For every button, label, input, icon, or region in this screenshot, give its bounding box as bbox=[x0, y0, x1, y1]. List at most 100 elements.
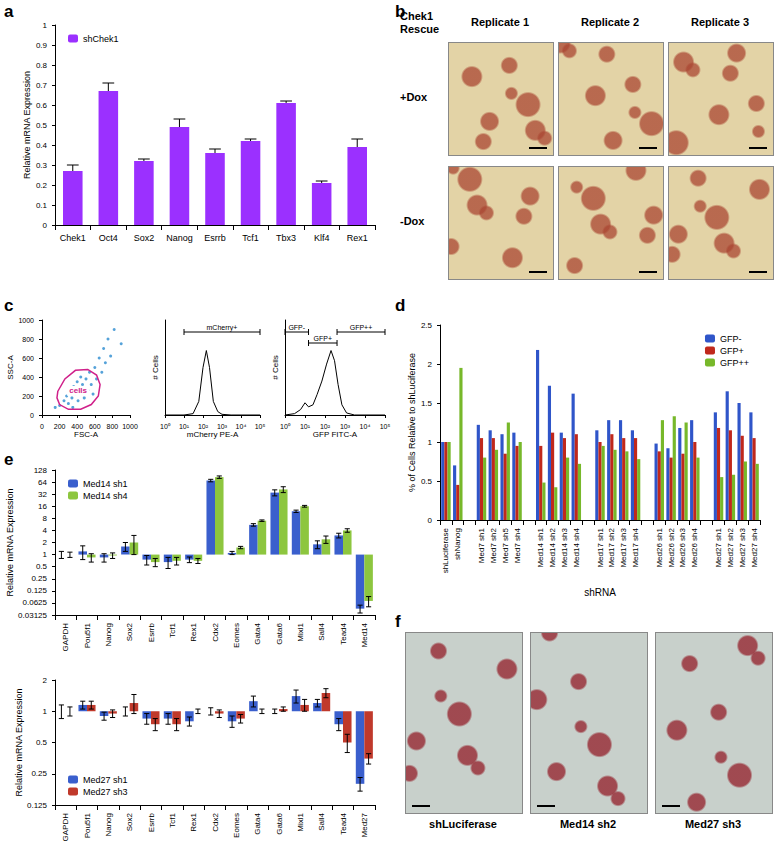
svg-text:1: 1 bbox=[43, 550, 48, 559]
svg-text:Med14 sh4: Med14 sh4 bbox=[83, 491, 128, 501]
svg-text:Mixl1: Mixl1 bbox=[296, 812, 305, 831]
svg-text:Nanog: Nanog bbox=[104, 813, 113, 837]
svg-text:GAPDH: GAPDH bbox=[61, 623, 70, 652]
svg-text:Med27 sh1: Med27 sh1 bbox=[714, 527, 723, 567]
svg-text:mCherry+: mCherry+ bbox=[207, 324, 238, 332]
svg-text:FSC-A: FSC-A bbox=[74, 430, 99, 439]
svg-text:0.7: 0.7 bbox=[36, 81, 48, 90]
svg-text:600: 600 bbox=[22, 355, 34, 362]
svg-text:Eomes: Eomes bbox=[232, 813, 241, 838]
svg-text:0.125: 0.125 bbox=[27, 801, 48, 810]
svg-text:0.9: 0.9 bbox=[36, 41, 48, 50]
svg-text:200: 200 bbox=[22, 393, 34, 400]
svg-text:Eomes: Eomes bbox=[232, 623, 241, 648]
svg-text:% of Cells Relative to shLucif: % of Cells Relative to shLuciferase bbox=[407, 353, 417, 492]
svg-text:0.2: 0.2 bbox=[36, 181, 48, 190]
svg-text:Relative mRNA Expression: Relative mRNA Expression bbox=[22, 71, 32, 179]
svg-text:Relative mRNA Expression: Relative mRNA Expression bbox=[5, 488, 15, 596]
svg-text:# Cells: # Cells bbox=[151, 355, 160, 379]
svg-text:Sox2: Sox2 bbox=[125, 812, 134, 831]
svg-text:Sall4: Sall4 bbox=[317, 622, 326, 640]
svg-text:Gata6: Gata6 bbox=[275, 622, 284, 644]
svg-text:10²: 10² bbox=[198, 423, 209, 430]
svg-text:Chek1: Chek1 bbox=[60, 233, 86, 243]
svg-text:GFP++: GFP++ bbox=[350, 324, 373, 331]
svg-text:Med7 sh5: Med7 sh5 bbox=[501, 527, 510, 563]
svg-text:Med14 sh4: Med14 sh4 bbox=[572, 527, 581, 567]
svg-text:Med26 sh2: Med26 sh2 bbox=[667, 527, 676, 567]
svg-text:Med17 sh2: Med17 sh2 bbox=[607, 527, 616, 567]
svg-text:Med14 sh1: Med14 sh1 bbox=[83, 479, 128, 489]
svg-text:0: 0 bbox=[428, 516, 433, 525]
svg-text:128: 128 bbox=[34, 466, 48, 475]
svg-text:shChek1: shChek1 bbox=[83, 34, 119, 44]
svg-text:800: 800 bbox=[107, 423, 119, 430]
svg-text:1000: 1000 bbox=[18, 317, 34, 324]
svg-text:Med14 sh1: Med14 sh1 bbox=[536, 527, 545, 567]
svg-text:16: 16 bbox=[38, 502, 47, 511]
svg-text:0.1: 0.1 bbox=[36, 201, 48, 210]
svg-text:Med17 sh1: Med17 sh1 bbox=[596, 527, 605, 567]
svg-text:Tbx3: Tbx3 bbox=[276, 233, 296, 243]
svg-text:0.3: 0.3 bbox=[36, 161, 48, 170]
svg-text:Nanog: Nanog bbox=[104, 623, 113, 647]
svg-text:Rex1: Rex1 bbox=[189, 622, 198, 641]
svg-text:Esrrb: Esrrb bbox=[204, 233, 226, 243]
svg-text:2: 2 bbox=[428, 360, 433, 369]
svg-text:Tcf1: Tcf1 bbox=[168, 812, 177, 827]
svg-text:Pou5f1: Pou5f1 bbox=[83, 812, 92, 838]
svg-text:400: 400 bbox=[71, 423, 83, 430]
svg-text:GAPDH: GAPDH bbox=[61, 813, 70, 842]
svg-text:10²: 10² bbox=[320, 423, 331, 430]
svg-text:shLuciferase: shLuciferase bbox=[441, 527, 450, 573]
svg-text:4: 4 bbox=[43, 526, 48, 535]
svg-text:GFP+: GFP+ bbox=[720, 346, 744, 356]
svg-text:Med26 sh1: Med26 sh1 bbox=[655, 527, 664, 567]
svg-text:10⁴: 10⁴ bbox=[360, 423, 371, 430]
svg-text:0.0625: 0.0625 bbox=[23, 598, 48, 607]
svg-text:0.03125: 0.03125 bbox=[18, 611, 47, 620]
svg-text:10³: 10³ bbox=[340, 423, 351, 430]
svg-text:Gata4: Gata4 bbox=[253, 812, 262, 834]
svg-text:0: 0 bbox=[30, 412, 34, 419]
svg-text:10⁵: 10⁵ bbox=[255, 423, 266, 430]
svg-text:GFP FITC-A: GFP FITC-A bbox=[313, 430, 358, 439]
svg-text:1.5: 1.5 bbox=[421, 399, 433, 408]
svg-text:2: 2 bbox=[43, 538, 48, 547]
svg-text:800: 800 bbox=[22, 336, 34, 343]
svg-text:1000: 1000 bbox=[122, 423, 138, 430]
svg-text:Tcf1: Tcf1 bbox=[168, 622, 177, 637]
svg-text:Med7 sh2: Med7 sh2 bbox=[489, 527, 498, 563]
svg-text:0.125: 0.125 bbox=[27, 586, 48, 595]
svg-text:Rex1: Rex1 bbox=[347, 233, 368, 243]
svg-text:2.5: 2.5 bbox=[421, 321, 433, 330]
svg-text:0: 0 bbox=[43, 221, 48, 230]
svg-text:Med7 sh1: Med7 sh1 bbox=[477, 527, 486, 563]
svg-text:32: 32 bbox=[38, 490, 47, 499]
svg-text:0.5: 0.5 bbox=[36, 121, 48, 130]
svg-text:10¹: 10¹ bbox=[300, 423, 311, 430]
svg-text:GFP++: GFP++ bbox=[720, 358, 749, 368]
svg-text:Med14 sh2: Med14 sh2 bbox=[548, 527, 557, 567]
svg-text:Med14: Med14 bbox=[360, 622, 369, 647]
svg-text:0.5: 0.5 bbox=[421, 477, 433, 486]
svg-text:Med27 sh2: Med27 sh2 bbox=[726, 527, 735, 567]
svg-text:GFP-: GFP- bbox=[288, 324, 305, 331]
svg-text:0.5: 0.5 bbox=[36, 738, 48, 747]
svg-text:64: 64 bbox=[38, 478, 47, 487]
svg-text:Med27 sh3: Med27 sh3 bbox=[83, 787, 128, 797]
svg-text:Med7 sh4: Med7 sh4 bbox=[513, 527, 522, 563]
svg-text:shNanog: shNanog bbox=[453, 528, 462, 560]
svg-text:SSC-A: SSC-A bbox=[6, 355, 15, 380]
svg-text:Mixl1: Mixl1 bbox=[296, 622, 305, 641]
svg-text:0.8: 0.8 bbox=[36, 61, 48, 70]
svg-text:400: 400 bbox=[22, 374, 34, 381]
svg-text:2: 2 bbox=[43, 676, 48, 685]
svg-text:10³: 10³ bbox=[217, 423, 228, 430]
svg-text:Med27 sh4: Med27 sh4 bbox=[750, 527, 759, 567]
svg-text:GFP-: GFP- bbox=[720, 334, 742, 344]
svg-text:# Cells: # Cells bbox=[271, 355, 280, 379]
svg-text:Pou5f1: Pou5f1 bbox=[83, 622, 92, 648]
svg-text:Med27 sh3: Med27 sh3 bbox=[738, 527, 747, 567]
svg-text:Tcf1: Tcf1 bbox=[242, 233, 259, 243]
